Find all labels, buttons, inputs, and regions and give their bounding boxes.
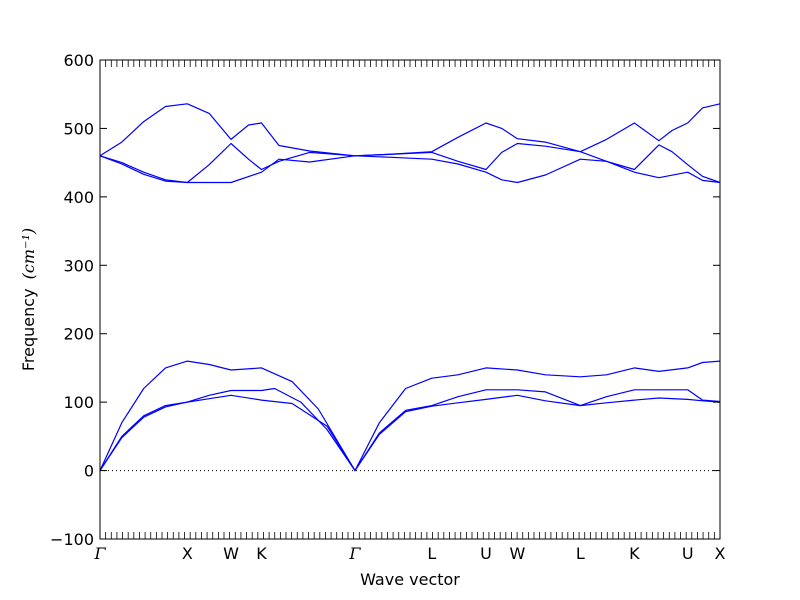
x-tick-label: L [576, 544, 585, 563]
y-tick-label: 0 [84, 462, 94, 481]
y-tick-labels: −100 0 100 200 300 400 500 600 [50, 51, 94, 549]
phonon-branch-6 [99, 155, 721, 184]
x-tick-label: L [427, 544, 436, 563]
x-axis-label: Wave vector [360, 570, 460, 589]
x-tick-label: K [629, 544, 640, 563]
x-tick-label: U [682, 544, 694, 563]
phonon-branch-4 [99, 103, 721, 157]
x-tick-label: X [715, 544, 726, 563]
y-tick-label: 600 [63, 51, 94, 70]
tick-marks [99, 59, 721, 540]
x-tick-label: W [223, 544, 239, 563]
y-axis-label: Frequency (cm⁻¹) [19, 228, 38, 371]
phonon-branch-5 [99, 142, 721, 184]
phonon-branch-1 [99, 360, 721, 472]
y-tick-label: 400 [63, 188, 94, 207]
plot-frame [99, 59, 721, 540]
x-tick-label: X [182, 544, 193, 563]
x-tick-label: U [480, 544, 492, 563]
series-group [99, 103, 721, 472]
y-tick-label: 200 [63, 325, 94, 344]
phonon-branch-3 [99, 394, 721, 472]
y-axis-label-unit: (cm⁻¹) [19, 228, 38, 279]
x-tick-label: Γ [348, 544, 361, 563]
y-tick-label: 300 [63, 256, 94, 275]
x-tick-label: Γ [93, 544, 106, 563]
x-tick-label: K [256, 544, 267, 563]
x-tick-label: W [509, 544, 525, 563]
y-tick-label: 500 [63, 119, 94, 138]
y-tick-label: 100 [63, 393, 94, 412]
y-axis-label-text: Frequency [19, 288, 38, 371]
y-tick-label: −100 [50, 530, 94, 549]
